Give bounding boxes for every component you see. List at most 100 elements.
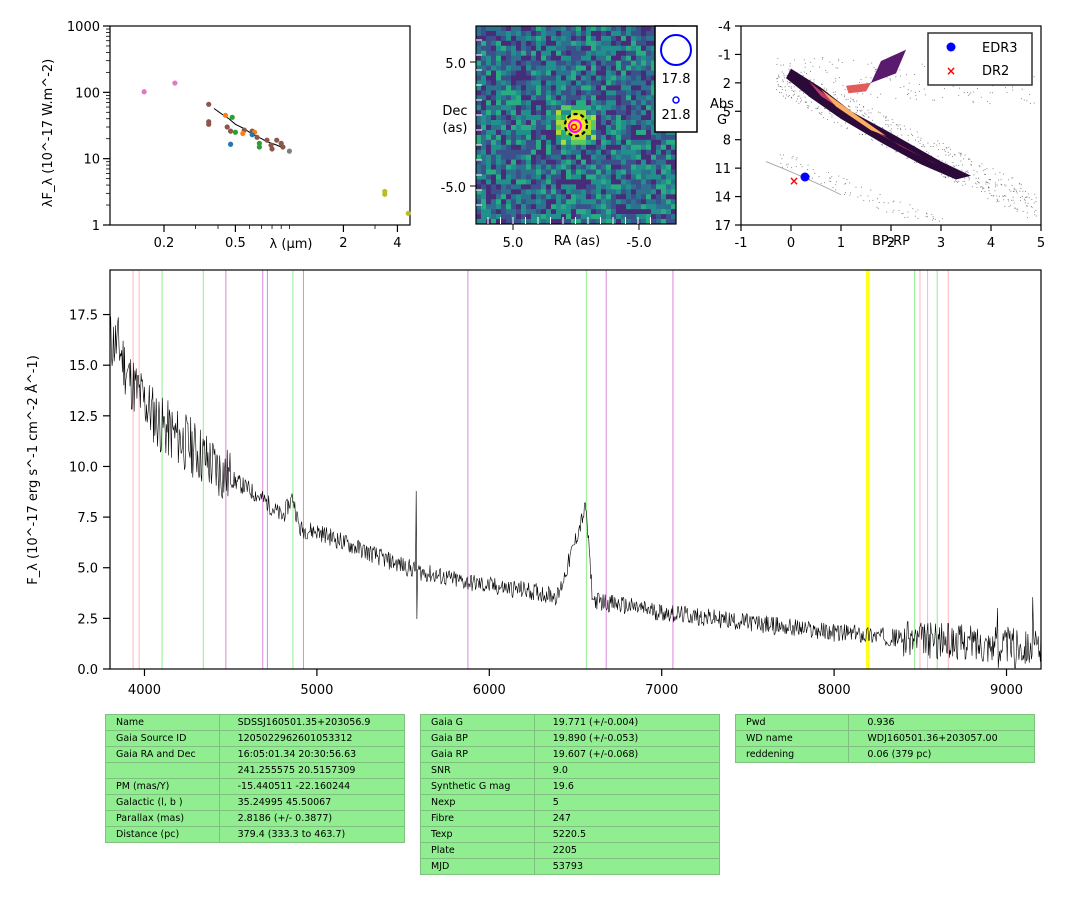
hrd-star [970, 164, 972, 166]
hrd-star [1015, 189, 1017, 191]
hrd-star [988, 187, 989, 189]
image-pixel [516, 75, 522, 81]
image-pixel [546, 134, 552, 141]
image-pixel [566, 120, 572, 126]
image-pixel [631, 100, 637, 106]
hrd-star [1034, 211, 1036, 213]
image-pixel [501, 209, 507, 215]
image-pixel [501, 45, 507, 52]
image-pixel [611, 110, 617, 116]
image-pixel [641, 139, 647, 146]
image-pixel [516, 159, 522, 165]
image-pixel [576, 134, 582, 141]
image-pixel [641, 26, 647, 32]
image-pixel [561, 129, 567, 136]
hrd-star [820, 83, 822, 85]
hrd-star [987, 100, 988, 102]
image-pixel [616, 75, 622, 81]
hrd-star [914, 215, 916, 217]
image-pixel [626, 174, 632, 180]
image-pixel [536, 199, 542, 205]
hrd-star [946, 163, 948, 165]
hrd-star [996, 184, 998, 186]
hrd-star [896, 150, 897, 152]
image-pixel [566, 169, 572, 175]
image-pixel [631, 26, 637, 32]
hrd-star [987, 198, 989, 200]
image-pixel [606, 60, 612, 66]
image-pixel [606, 154, 612, 160]
image-pixel [476, 60, 482, 66]
image-pixel [666, 154, 672, 160]
image-pixel [531, 30, 537, 37]
sed-point [269, 146, 275, 152]
image-pixel [641, 70, 647, 76]
image-pixel [551, 40, 557, 47]
hrd-star [792, 94, 794, 96]
hrd-star [838, 60, 839, 62]
image-pixel [651, 90, 657, 96]
hrd-star [1008, 189, 1010, 191]
hrd-star [852, 99, 854, 101]
image-pixel [621, 194, 627, 200]
image-pixel [581, 95, 587, 101]
image-pixel [591, 139, 597, 146]
image-pixel [556, 159, 562, 165]
image-pixel [581, 164, 587, 170]
image-pixel [476, 129, 482, 136]
image-pixel [496, 125, 502, 131]
hrd-star [872, 199, 874, 201]
table-key: Gaia BP [420, 730, 535, 747]
image-pixel [551, 125, 557, 131]
hrd-star [887, 125, 889, 127]
image-pixel [591, 149, 597, 155]
mag-legend-label-1: 17.8 [662, 72, 691, 87]
sed-xticks: 0.2 0.5 2 4 [154, 225, 402, 251]
image-pixel [521, 179, 527, 185]
image-pixel [656, 174, 662, 180]
image-pixel [531, 144, 537, 151]
image-pixel [531, 139, 537, 146]
hrd-star [835, 184, 837, 186]
image-pixel [641, 194, 647, 200]
hrd-star [782, 81, 784, 83]
hrd-star [898, 210, 900, 211]
image-pixel [661, 179, 667, 185]
image-pixel [506, 35, 512, 42]
image-pixel [501, 26, 507, 32]
image-pixel [641, 105, 647, 111]
image-pixel [501, 184, 507, 190]
image-pixel [641, 199, 647, 205]
image-pixel [591, 159, 597, 165]
hrd-star [874, 123, 876, 125]
image-pixel [611, 214, 617, 220]
image-pixel [606, 115, 612, 121]
image-pixel [646, 30, 652, 37]
image-pixel [626, 139, 632, 146]
image-pixel [661, 204, 667, 210]
image-pixel [496, 120, 502, 126]
image-pixel [476, 65, 482, 71]
image-pixel [586, 204, 592, 210]
table-key: Synthetic G mag [420, 778, 535, 795]
image-pixel [481, 35, 487, 42]
image-pixel [551, 65, 557, 71]
image-pixel [516, 169, 522, 175]
image-pixel [496, 45, 502, 52]
table-row: Pwd 0.936 [734, 714, 1035, 731]
hrd-star [1010, 199, 1012, 201]
hrd-star [999, 195, 1001, 197]
table-key: PM (mas/Y) [105, 778, 220, 795]
image-pixel [621, 60, 627, 66]
hrd-star [905, 74, 907, 76]
image-pixel [551, 30, 557, 37]
image-pixel [631, 30, 637, 37]
hrd-star [960, 154, 962, 156]
image-pixel [546, 75, 552, 81]
hrd-star [835, 189, 837, 191]
image-pixel [476, 70, 482, 76]
image-pixel [646, 115, 652, 121]
image-pixel [516, 30, 522, 37]
image-pixel [606, 55, 612, 61]
image-pixel [496, 179, 502, 185]
